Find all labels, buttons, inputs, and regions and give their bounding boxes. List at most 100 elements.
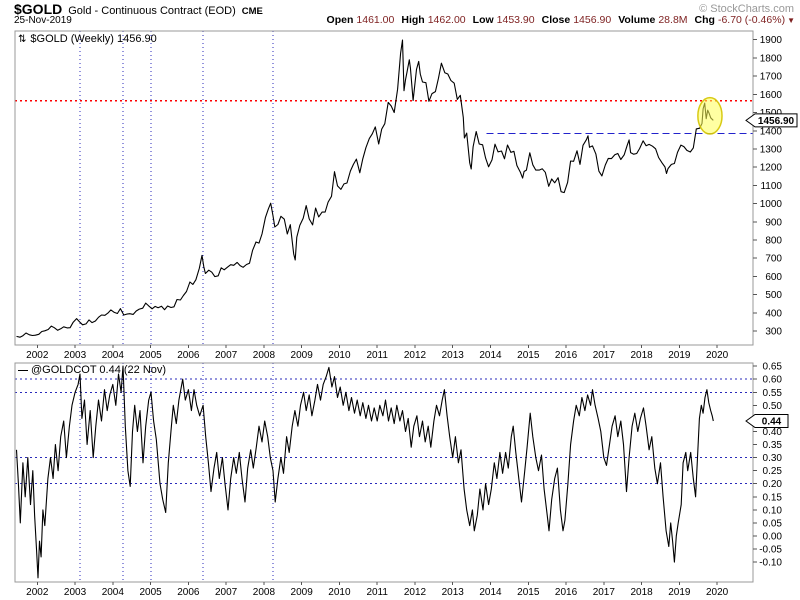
quote-value: 1456.90 bbox=[573, 14, 612, 26]
x-axis-year-label: 2010 bbox=[328, 587, 351, 598]
x-axis-year-label: 2015 bbox=[517, 587, 540, 598]
y-axis-label: 0.60 bbox=[763, 375, 783, 386]
y-axis-label: 1300 bbox=[760, 144, 783, 155]
cot-legend-text: @GOLDCOT 0.44 (22 Nov) bbox=[31, 364, 167, 376]
chart-header: $GOLD Gold - Continuous Contract (EOD) C… bbox=[14, 1, 263, 17]
quote-label: Low bbox=[472, 14, 494, 26]
quote-label: High bbox=[401, 14, 425, 26]
y-axis-label: 1000 bbox=[760, 199, 783, 210]
y-axis-label: 1200 bbox=[760, 163, 783, 174]
x-axis-year-label: 2006 bbox=[177, 587, 200, 598]
y-axis-label: 1400 bbox=[760, 126, 783, 137]
quote-value: -6.70 (-0.46%) bbox=[717, 14, 786, 26]
last-value-tag-text: 1456.90 bbox=[758, 116, 795, 127]
y-axis-label: 0.00 bbox=[763, 532, 783, 543]
x-axis-year-label: 2012 bbox=[404, 587, 427, 598]
x-axis-year-label: 2002 bbox=[26, 350, 49, 361]
last-value-tag bbox=[745, 113, 798, 128]
x-axis-year-label: 2016 bbox=[555, 587, 578, 598]
y-axis-label: 700 bbox=[765, 254, 782, 265]
y-axis-label: 500 bbox=[765, 290, 782, 301]
panel-frame bbox=[14, 30, 754, 346]
instrument-title: Gold - Continuous Contract (EOD) bbox=[68, 5, 236, 17]
x-axis-year-label: 2010 bbox=[328, 350, 351, 361]
x-axis-year-label: 2017 bbox=[593, 587, 616, 598]
x-axis-year-label: 2013 bbox=[442, 587, 465, 598]
price-panel-legend: ⇅ $GOLD (Weekly) 1456.90 bbox=[18, 33, 157, 45]
x-axis-year-label: 2014 bbox=[479, 587, 502, 598]
quote-label: Chg bbox=[694, 14, 715, 26]
x-axis-year-label: 2006 bbox=[177, 350, 200, 361]
x-axis-year-label: 2016 bbox=[555, 350, 578, 361]
x-axis-year-label: 2004 bbox=[102, 587, 125, 598]
x-axis-year-label: 2003 bbox=[64, 587, 87, 598]
panel-frame bbox=[14, 362, 754, 583]
x-axis-year-label: 2011 bbox=[366, 350, 388, 361]
y-axis-label: 0.30 bbox=[763, 453, 783, 464]
x-axis-year-label: 2005 bbox=[139, 587, 162, 598]
y-axis-label: -0.05 bbox=[759, 545, 782, 556]
quote-date: 25-Nov-2019 bbox=[14, 15, 72, 26]
exchange-label: CME bbox=[241, 6, 263, 17]
quote-label: Close bbox=[541, 14, 571, 26]
quote-value: 1461.00 bbox=[356, 14, 395, 26]
last-value-tag bbox=[745, 414, 789, 429]
x-axis-year-label: 2019 bbox=[668, 587, 691, 598]
cot-panel: 0.65 0.60 0.55 0.50 0.40 0.35 0.30 0.25 0.20 0.15… bbox=[14, 362, 789, 598]
x-axis-year-label: 2020 bbox=[706, 350, 729, 361]
y-axis-label: 600 bbox=[765, 272, 782, 283]
x-axis-year-label: 2018 bbox=[630, 350, 653, 361]
x-axis-year-label: 2015 bbox=[517, 350, 540, 361]
x-axis-year-label: 2008 bbox=[253, 350, 276, 361]
y-axis-label: -0.10 bbox=[759, 558, 782, 569]
x-axis-year-label: 2007 bbox=[215, 587, 238, 598]
x-axis-year-label: 2004 bbox=[102, 350, 125, 361]
y-axis-label: 0.20 bbox=[763, 479, 783, 490]
y-axis-label: 0.05 bbox=[763, 518, 783, 529]
x-axis-year-label: 2018 bbox=[630, 587, 653, 598]
y-axis-label: 0.15 bbox=[763, 492, 783, 503]
x-axis-year-label: 2009 bbox=[291, 350, 314, 361]
x-axis-year-label: 2005 bbox=[139, 350, 162, 361]
x-axis-year-label: 2003 bbox=[64, 350, 87, 361]
quote-value: 28.8M bbox=[658, 14, 688, 26]
stockcharts-credit: © StockCharts.com bbox=[699, 3, 794, 15]
y-axis-label: 900 bbox=[765, 217, 782, 228]
x-axis-year-label: 2020 bbox=[706, 587, 729, 598]
x-axis-year-label: 2012 bbox=[404, 350, 427, 361]
x-axis-year-label: 2011 bbox=[366, 587, 388, 598]
change-down-arrow-icon: ▼ bbox=[787, 16, 795, 25]
x-axis-year-label: 2019 bbox=[668, 350, 691, 361]
x-axis-year-label: 2007 bbox=[215, 350, 238, 361]
y-axis-label: 0.40 bbox=[763, 427, 783, 438]
line-swatch-icon: — bbox=[18, 365, 28, 376]
y-axis-label: 0.10 bbox=[763, 505, 783, 516]
y-axis-label: 0.55 bbox=[763, 388, 783, 399]
cot-panel-legend: — @GOLDCOT 0.44 (22 Nov) bbox=[18, 364, 166, 376]
price-panel: 300 400 500 600 700 800 900 1000 1100 1200 1300 140… bbox=[14, 30, 798, 361]
y-axis-label: 800 bbox=[765, 235, 782, 246]
x-axis-year-label: 2009 bbox=[291, 587, 314, 598]
y-axis-label: 1800 bbox=[760, 53, 783, 64]
last-value-tag-text: 0.44 bbox=[762, 417, 782, 428]
y-axis-label: 1900 bbox=[760, 35, 783, 46]
x-axis-year-label: 2013 bbox=[442, 350, 465, 361]
price-style-icon: ⇅ bbox=[18, 34, 27, 45]
y-axis-label: 0.35 bbox=[763, 440, 783, 451]
x-axis-year-label: 2002 bbox=[26, 587, 49, 598]
y-axis-label: 300 bbox=[765, 326, 782, 337]
quote-label: Open bbox=[326, 14, 354, 26]
y-axis-label: 1100 bbox=[760, 181, 782, 192]
gold-price-line bbox=[16, 39, 714, 338]
y-axis-label: 400 bbox=[765, 308, 782, 319]
x-axis-year-label: 2008 bbox=[253, 587, 276, 598]
y-axis-label: 0.25 bbox=[763, 466, 783, 477]
quote-label: Volume bbox=[618, 14, 656, 26]
ohlc-quote-row: Open 1461.00 High 1462.00 Low 1453.90 Close 145… bbox=[320, 14, 795, 26]
ticker-symbol: $GOLD bbox=[14, 1, 63, 17]
price-legend-text: $GOLD (Weekly) 1456.90 bbox=[30, 33, 157, 45]
quote-value: 1453.90 bbox=[496, 14, 535, 26]
y-axis-label: 1600 bbox=[760, 90, 783, 101]
